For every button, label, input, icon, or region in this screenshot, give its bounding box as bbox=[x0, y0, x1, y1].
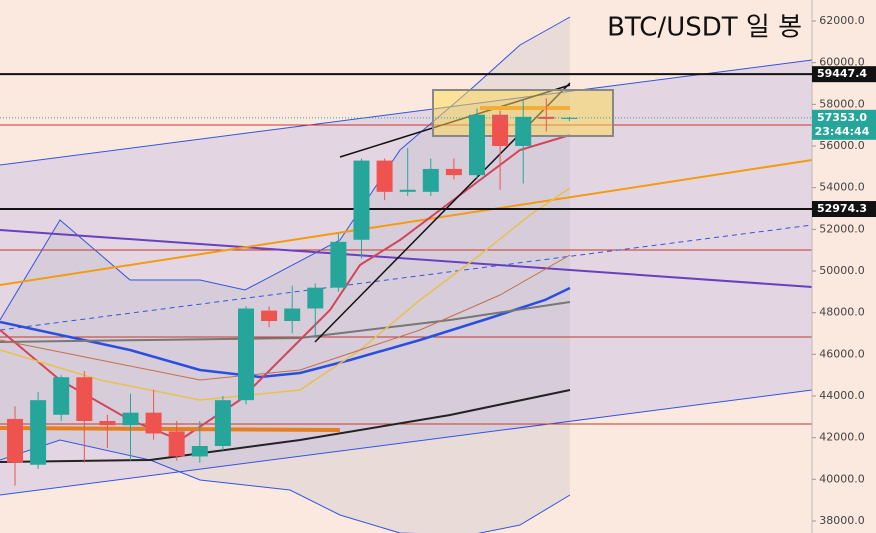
last-price-tag bbox=[812, 109, 876, 140]
candle-body bbox=[561, 117, 578, 119]
y-tick-label: 54000.0 bbox=[819, 181, 865, 194]
drawings bbox=[0, 0, 813, 533]
y-tick-label: 46000.0 bbox=[819, 347, 865, 360]
candle-body bbox=[307, 287, 324, 309]
y-tick-label: 60000.0 bbox=[819, 56, 865, 69]
candle-body bbox=[261, 310, 278, 321]
candle-body bbox=[284, 308, 301, 321]
y-tick-label: 56000.0 bbox=[819, 139, 865, 152]
price-tag bbox=[812, 201, 876, 218]
y-tick-label: 58000.0 bbox=[819, 97, 865, 110]
y-tick-label: 40000.0 bbox=[819, 472, 865, 485]
candle-body bbox=[53, 377, 70, 415]
y-tick-label: 38000.0 bbox=[819, 514, 865, 527]
candle-body bbox=[330, 241, 347, 288]
candle-body bbox=[238, 308, 254, 401]
price-tag bbox=[812, 66, 876, 83]
candle-body bbox=[145, 412, 162, 434]
candle-body bbox=[76, 377, 93, 421]
countdown-label: 23:44:44 bbox=[815, 125, 870, 138]
price-tag-label: 52974.3 bbox=[817, 202, 867, 215]
candle-body bbox=[445, 168, 462, 176]
y-tick-label: 52000.0 bbox=[819, 222, 865, 235]
candle-body bbox=[7, 418, 23, 463]
price-tag-label: 59447.4 bbox=[817, 67, 867, 80]
y-tick-label: 50000.0 bbox=[819, 264, 865, 277]
chart-title: BTC/USDT 일 봉 bbox=[607, 13, 802, 43]
candle-body bbox=[168, 431, 185, 457]
candle-body bbox=[353, 160, 370, 240]
candle-body bbox=[191, 446, 208, 457]
candle-body bbox=[30, 400, 47, 465]
y-tick-label: 48000.0 bbox=[819, 306, 865, 319]
last-price-label: 57353.0 bbox=[817, 111, 867, 124]
candle-body bbox=[515, 116, 532, 146]
candle-body bbox=[214, 400, 231, 446]
candle-body bbox=[469, 114, 485, 176]
candle-body bbox=[399, 189, 416, 192]
y-tick-label: 44000.0 bbox=[819, 389, 865, 402]
candle-body bbox=[122, 412, 139, 426]
y-tick-label: 42000.0 bbox=[819, 431, 865, 444]
candle-body bbox=[492, 114, 509, 146]
candle-body bbox=[376, 160, 393, 192]
candle-body bbox=[422, 168, 439, 192]
y-tick-label: 62000.0 bbox=[819, 14, 865, 27]
candle-body bbox=[99, 421, 116, 426]
